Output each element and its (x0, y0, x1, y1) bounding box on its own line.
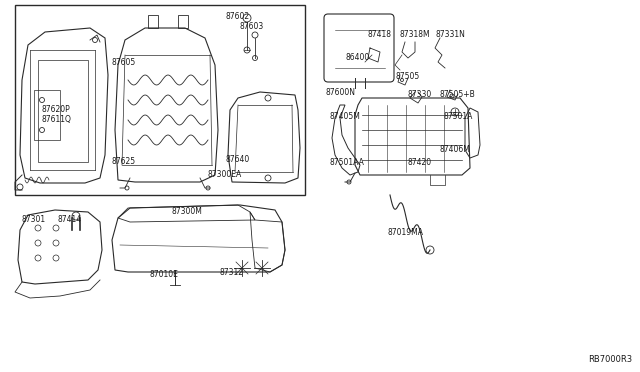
Bar (15, 5, 305, 195)
Text: 87625: 87625 (112, 157, 136, 166)
Text: 87505+B: 87505+B (440, 90, 476, 99)
Text: 87300EA: 87300EA (207, 170, 241, 179)
Text: 87602: 87602 (225, 12, 249, 21)
Text: 87640: 87640 (225, 155, 249, 164)
Text: 87331N: 87331N (435, 30, 465, 39)
Text: 87312: 87312 (220, 268, 244, 277)
Text: 87600N: 87600N (325, 88, 355, 97)
Text: 87300M: 87300M (172, 207, 203, 216)
Text: 87318M: 87318M (400, 30, 431, 39)
Text: 87010E: 87010E (150, 270, 179, 279)
Text: 87405M: 87405M (330, 112, 361, 121)
Text: 87501A: 87501A (443, 112, 472, 121)
Text: 87605: 87605 (112, 58, 136, 67)
Text: RB7000R3: RB7000R3 (588, 355, 632, 364)
Text: 87611Q: 87611Q (42, 115, 72, 124)
Text: 87603: 87603 (240, 22, 264, 31)
Text: 87505: 87505 (395, 72, 419, 81)
Text: 87420: 87420 (408, 158, 432, 167)
Text: 87406M: 87406M (440, 145, 471, 154)
Text: 87620P: 87620P (42, 105, 71, 114)
Text: 87330: 87330 (408, 90, 432, 99)
Text: 87019MA: 87019MA (388, 228, 424, 237)
Text: 87501AA: 87501AA (330, 158, 365, 167)
Text: 87301: 87301 (22, 215, 46, 224)
Text: 87414: 87414 (57, 215, 81, 224)
Text: 86400: 86400 (345, 53, 369, 62)
Text: 87418: 87418 (368, 30, 392, 39)
